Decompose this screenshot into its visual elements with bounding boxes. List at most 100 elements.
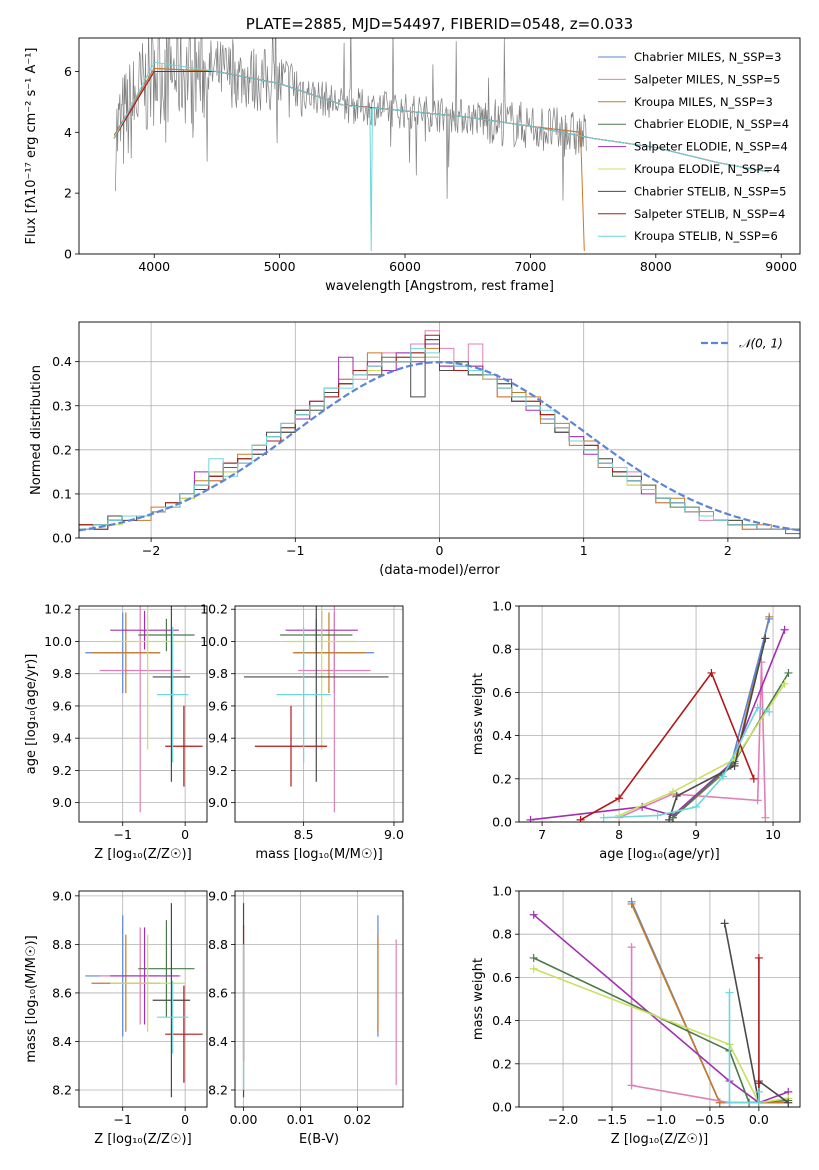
data-point-marker [784,1098,793,1107]
y-tick-label: 0.6 [492,685,512,700]
data-point-marker [665,815,674,822]
data-point-marker [627,1081,636,1090]
legend-label: 𝒩(0, 1) [739,337,783,351]
data-point-marker [765,614,774,623]
chart-title: PLATE=2885, MJD=54497, FIBERID=0548, z=0… [246,15,633,33]
y-tick-label: 0.2 [492,771,512,786]
x-tick-label: 0 [181,827,189,842]
y-tick-label: 0.0 [492,815,512,830]
x-tick-label: 4000 [138,259,170,274]
age_vs_z-plot-area [85,606,203,813]
axes-frame [78,890,208,1108]
legend-label: Kroupa STELIB, N_SSP=6 [634,229,778,243]
data-point-marker [754,953,763,962]
x-tick-label: 9000 [765,259,797,274]
y-tick-label: 0.4 [492,1013,512,1028]
y-tick-label: 9.2 [52,763,72,778]
mass-weight-line [723,923,789,1104]
data-point-marker [653,811,662,820]
x-axis-label: age [log₁₀(age/yr)] [599,847,720,862]
y-tick-label: 9.6 [208,698,228,713]
y-tick-label: 9.4 [208,731,228,746]
x-axis-label: Z [log₁₀(Z/Z☉)] [611,1132,708,1147]
x-tick-label: 10 [765,827,781,842]
age_vs_mass-plot-area [244,606,389,813]
mass-weight-line [618,683,786,817]
y-tick-label: 0.1 [52,486,72,501]
age_vs_mass-axes: 8.5 9.0 9.0 9.2 9.4 9.6 9.8 10.0 10.2 mass [log₁₀… [200,602,404,862]
data-point-marker [672,792,681,801]
x-tick-label: 1 [580,543,588,558]
y-tick-label: 0.8 [492,927,512,942]
spectrum-axes: 4000 5000 6000 7000 8000 9000 0 2 4 6 wavelength [… [24,15,797,294]
data-point-marker [627,943,636,952]
mass-weight-line [533,968,789,1104]
x-tick-label: 0 [436,543,444,558]
residual-plot-area [79,330,800,538]
data-point-marker [692,802,701,811]
y-tick-label: 4 [64,125,72,140]
x-tick-label: −2.0 [548,1112,578,1127]
y-tick-label: 9.0 [208,795,228,810]
observed-spectrum [115,38,587,201]
x-axis-label: (data-model)/error [379,563,500,578]
spectrum-model-line [113,71,468,139]
axes-frame [78,37,801,255]
mass_vs_ebv-axes: 0.00 0.01 0.02 8.2 8.4 8.6 8.8 9.0 E(B-V) [208,888,403,1147]
data-point-marker [725,988,734,997]
mass_weight_vs_age-plot-area [526,612,793,822]
data-point-marker [707,668,716,677]
y-tick-label: 10.2 [44,602,72,617]
residual-legend: 𝒩(0, 1) [701,337,783,351]
y-axis-label: mass [log₁₀(M/M☉)] [24,935,39,1062]
y-tick-label: 8.2 [208,1083,228,1098]
y-tick-label: 8.8 [208,937,228,952]
x-axis-label: Z [log₁₀(Z/Z☉)] [94,1132,191,1147]
residuals-axes: −2 −1 0 1 2 0.0 0.1 0.2 0.3 0.4 (data-model)/error… [29,322,800,578]
x-tick-label: −1 [286,543,304,558]
x-tick-label: −1.5 [597,1112,627,1127]
data-point-marker [754,1098,763,1107]
x-tick-label: 0.02 [344,1112,372,1127]
data-point-marker [749,774,758,783]
mass-weight-line [530,629,786,821]
data-point-marker [615,794,624,803]
y-axis-label: Flux [fλ10⁻¹⁷ erg cm⁻² s⁻¹ A⁻¹] [24,48,39,245]
x-axis-label: wavelength [Angstrom, rest frame] [325,279,554,294]
y-tick-label: 0.8 [492,642,512,657]
x-tick-label: 9 [692,827,700,842]
y-tick-label: 6 [64,64,72,79]
x-tick-label: 8.5 [294,827,314,842]
data-point-marker [599,813,608,822]
x-tick-label: −1 [113,1112,131,1127]
mass-weight-line [728,992,760,1104]
axes-frame [78,321,801,539]
y-tick-label: 8.6 [52,985,72,1000]
mass-weight-line [618,662,767,819]
y-axis-label: mass weight [471,958,486,1040]
mass_weight_vs_z-axes: −2.0 −1.5 −1.0 −0.5 0.0 0.0 0.2 0.4 0.6 0.8 1.0 Z [… [471,884,800,1147]
x-tick-label: 8 [615,827,623,842]
data-point-marker [780,625,789,634]
y-tick-label: 0.3 [52,398,72,413]
data-point-marker [526,815,535,822]
data-point-marker [784,668,793,677]
x-tick-label: 8000 [640,259,672,274]
data-point-marker [529,964,538,973]
data-point-marker [529,910,538,919]
y-tick-label: 0.6 [492,970,512,985]
data-point-marker [725,1098,734,1107]
y-tick-label: 9.2 [208,763,228,778]
y-tick-label: 0.2 [52,442,72,457]
x-tick-label: 6000 [389,259,421,274]
y-tick-label: 8.4 [208,1034,228,1049]
y-tick-label: 9.6 [52,698,72,713]
y-tick-label: 0 [64,247,72,262]
axes-frame [78,605,208,823]
y-tick-label: 0.0 [52,531,72,546]
x-tick-label: 5000 [264,259,296,274]
x-tick-label: 0.01 [287,1112,315,1127]
y-tick-label: 10.2 [200,602,228,617]
data-point-marker [627,899,636,908]
